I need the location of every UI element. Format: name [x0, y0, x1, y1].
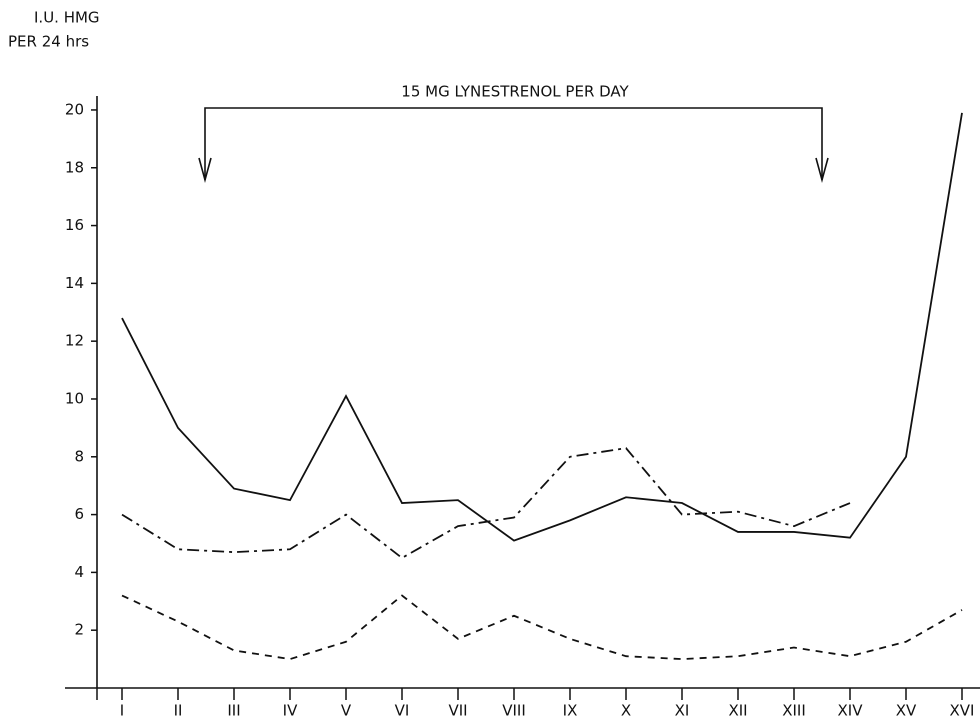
x-tick-label: XIII: [782, 702, 806, 720]
series-line: [121, 112, 963, 542]
y-tick-label: 18: [65, 158, 84, 176]
y-tick-label: 4: [74, 563, 84, 581]
treatment-bracket: [204, 107, 823, 180]
x-tick-label: IV: [283, 702, 298, 720]
x-tick-label: VIII: [502, 702, 526, 720]
x-tick-label: II: [174, 702, 183, 720]
y-tick-label: 16: [65, 216, 84, 234]
series-line: [121, 594, 963, 661]
y-tick-label: 12: [65, 332, 84, 350]
x-tick-label: XII: [728, 702, 747, 720]
y-tick-label: 20: [65, 100, 84, 118]
y-tick-label: 14: [65, 274, 84, 292]
y-tick-label: 6: [74, 505, 84, 523]
x-tick-label: X: [621, 702, 631, 720]
x-tick-label: I: [120, 702, 124, 720]
x-tick-label: XVI: [950, 702, 975, 720]
x-tick-label: III: [227, 702, 240, 720]
series-line: [121, 447, 851, 560]
annotation: 15 MG LYNESTRENOL PER DAY: [401, 83, 629, 101]
treatment-arrows: [198, 157, 829, 184]
y-tick-label: 10: [65, 389, 84, 407]
x-tick-label: XIV: [838, 702, 864, 720]
x-tick-label: XI: [675, 702, 690, 720]
x-tick-label: V: [341, 702, 352, 720]
x-tick-label: IX: [563, 702, 578, 720]
x-tick-label: VI: [395, 702, 410, 720]
y-axis-label: PER 24 hrs: [8, 33, 89, 51]
y-tick-label: 2: [74, 621, 84, 639]
y-tick-label: 8: [74, 447, 84, 465]
x-tick-label: VII: [448, 702, 467, 720]
y-axis-label: I.U. HMG: [34, 9, 100, 27]
x-tick-label: XV: [896, 702, 917, 720]
